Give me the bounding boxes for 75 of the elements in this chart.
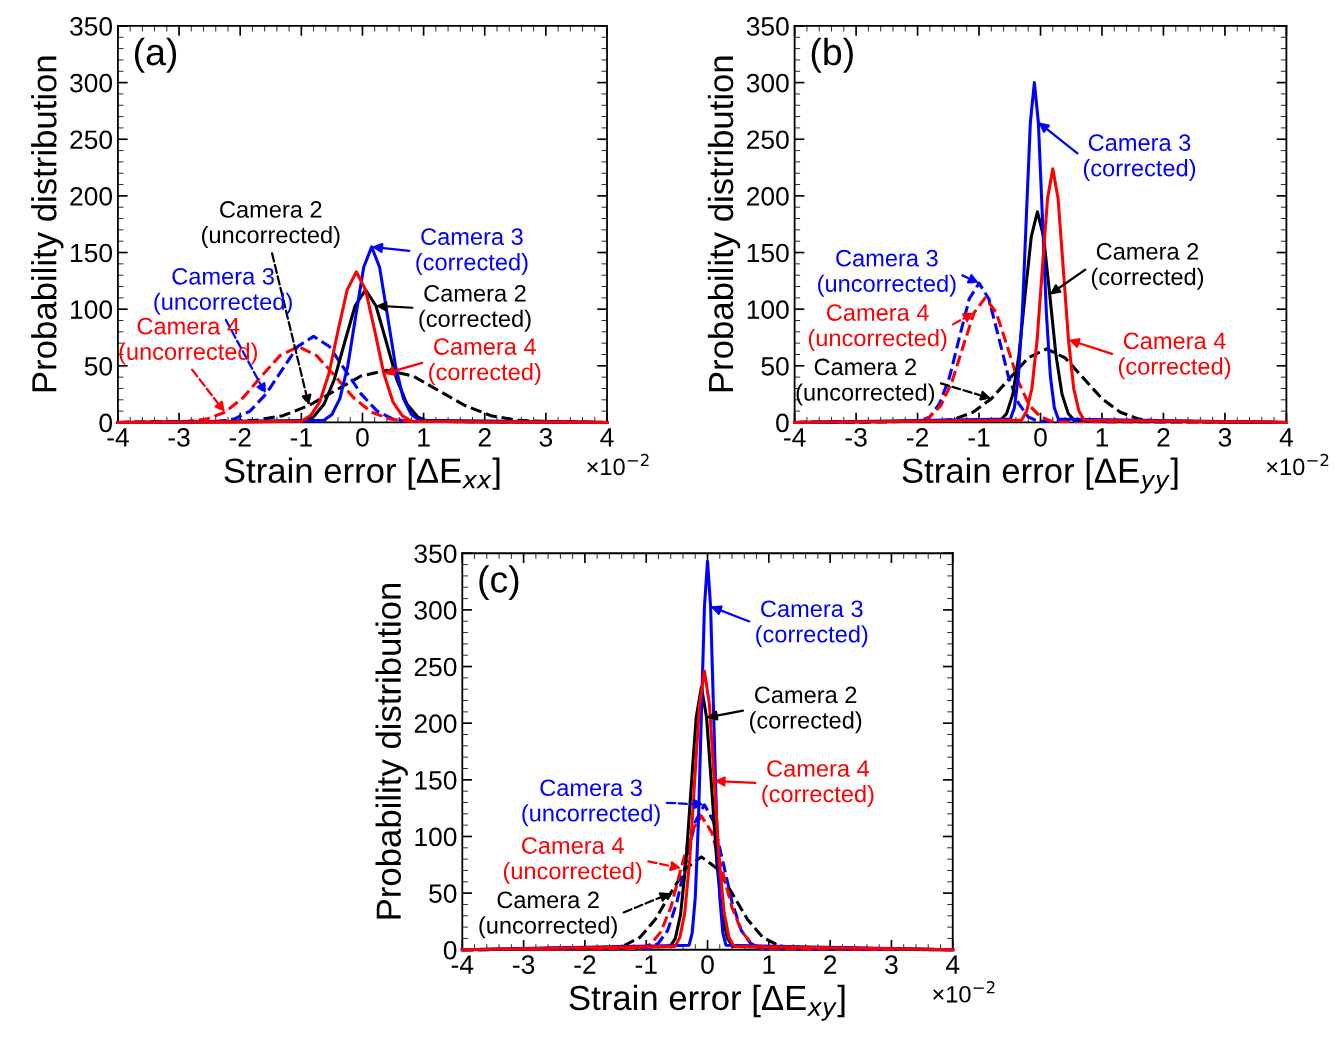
- annotation: Camera 3 (corrected): [416, 228, 528, 276]
- y-tick-label: 100: [415, 827, 457, 847]
- x-tick-label: 1: [763, 955, 775, 974]
- annotation: Camera 3 (uncorrected): [818, 249, 956, 297]
- y-tick-label: 50: [429, 884, 457, 903]
- annotation: Camera 3 (corrected): [1083, 134, 1196, 182]
- x-tick-label: 0: [1034, 428, 1047, 447]
- y-axis-title: Probability distribution: [31, 56, 64, 392]
- y-tick-label: 300: [70, 73, 113, 93]
- y-tick-label: 200: [414, 714, 457, 734]
- annotation: Camera 2 (uncorrected): [796, 358, 935, 406]
- x-tick-label: 2: [478, 428, 491, 447]
- y-axis-title: Probability distribution: [707, 56, 741, 392]
- annotation: Camera 2 (corrected): [750, 686, 862, 734]
- x-tick-label: 4: [600, 428, 614, 447]
- x-tick-label: -2: [229, 428, 251, 447]
- y-tick-label: 250: [747, 130, 789, 150]
- x-tick-label: -1: [290, 428, 312, 447]
- x-tick-label: 2: [824, 955, 837, 974]
- y-tick-label: 250: [70, 130, 113, 150]
- x-tick-label: 3: [539, 428, 553, 447]
- x-tick-label: 1: [1096, 428, 1109, 447]
- y-tick-label: 150: [415, 770, 457, 790]
- y-tick-label: 150: [71, 243, 113, 263]
- y-tick-label: 350: [746, 17, 789, 36]
- y-tick-label: 350: [70, 17, 113, 36]
- annotation: Camera 4 (uncorrected): [503, 837, 642, 884]
- x-tick-label: 1: [418, 428, 430, 447]
- x-tick-label: -1: [635, 955, 657, 974]
- annotation: Camera 2 (uncorrected): [202, 201, 340, 248]
- annotation: Camera 2 (corrected): [1091, 243, 1204, 290]
- annotation: Camera 4 (uncorrected): [808, 304, 947, 352]
- annotation: Camera 2 (corrected): [419, 284, 531, 332]
- text: ×10$^{−2}$: [933, 981, 995, 1003]
- y-tick-label: 200: [70, 187, 113, 206]
- y-tick-label: 350: [414, 544, 457, 564]
- x-tick-label: -3: [168, 428, 190, 447]
- y-tick-label: 250: [414, 657, 457, 677]
- x-tick-label: 3: [885, 955, 898, 975]
- x-tick-label: -3: [513, 955, 535, 975]
- y-tick-label: 300: [414, 601, 457, 620]
- text: ×10$^{−2}$: [1266, 453, 1329, 476]
- x-axis-title: Strain error [ΔE$_{yy}$]: [902, 457, 1178, 494]
- annotation: Camera 3 (corrected): [756, 600, 868, 648]
- x-tick-label: 4: [946, 955, 960, 974]
- annotation: Camera 4 (uncorrected): [119, 317, 257, 365]
- annotation: Camera 3 (uncorrected): [154, 267, 292, 315]
- x-tick-label: -1: [968, 428, 990, 447]
- x-tick-label: -3: [845, 428, 867, 447]
- x-tick-label: 0: [356, 428, 369, 447]
- annotation: Camera 2 (uncorrected): [479, 891, 617, 939]
- x-tick-label: -2: [574, 955, 596, 974]
- x-tick-label: -2: [907, 428, 928, 447]
- y-tick-label: 150: [747, 243, 789, 263]
- x-tick-label: 0: [701, 955, 714, 975]
- y-tick-label: 200: [747, 187, 789, 206]
- text: ×10$^{−2}$: [587, 453, 649, 476]
- annotation: Camera 4 (corrected): [429, 338, 541, 385]
- annotation: Camera 4 (corrected): [1118, 332, 1231, 380]
- y-tick-label: 100: [71, 300, 113, 319]
- x-axis-title: Strain error [ΔE$_{xy}$]: [569, 984, 845, 1021]
- x-tick-label: 4: [1279, 428, 1293, 447]
- y-tick-label: 50: [84, 356, 113, 376]
- annotation: Camera 3 (uncorrected): [522, 779, 660, 827]
- annotation: (a): [134, 37, 177, 73]
- x-tick-label: 2: [1157, 428, 1170, 447]
- annotation: Camera 4 (corrected): [762, 760, 874, 807]
- x-tick-label: 3: [1218, 428, 1232, 447]
- annotation: (c): [479, 565, 519, 601]
- y-tick-label: 100: [747, 300, 789, 319]
- y-tick-label: 300: [746, 73, 789, 93]
- y-tick-label: 50: [761, 356, 789, 376]
- x-axis-title: Strain error [ΔE$_{xx}$]: [224, 457, 500, 490]
- y-axis-title: Probability distribution: [375, 583, 408, 919]
- annotation: (b): [811, 37, 853, 73]
